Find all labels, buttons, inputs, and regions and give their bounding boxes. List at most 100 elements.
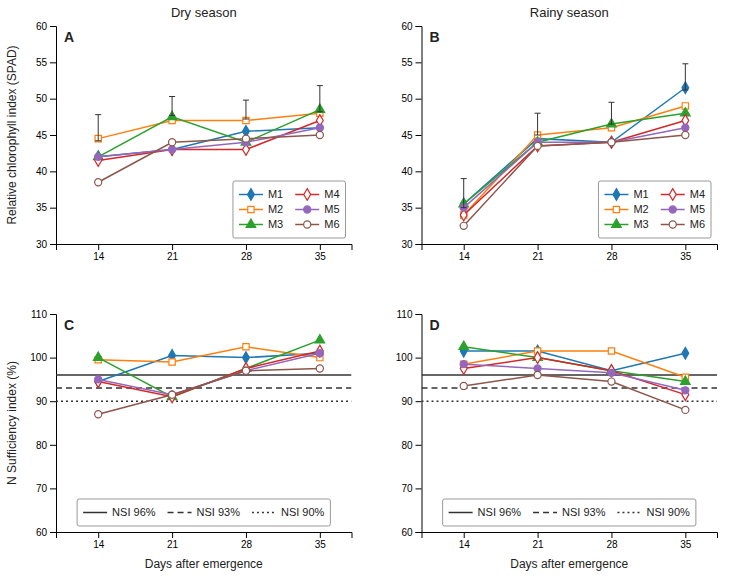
- point: [95, 153, 102, 160]
- x-axis-line: [422, 533, 718, 539]
- legend-entry: NSI 96%: [449, 506, 522, 518]
- point: [460, 222, 467, 229]
- chart-container: 1421283530354045505560Dry seasonARelativ…: [0, 0, 731, 576]
- legend-entry: M6: [295, 218, 339, 230]
- x-axis: 14212835: [57, 244, 353, 262]
- y-tick-mark: [416, 26, 422, 27]
- point: [459, 341, 469, 349]
- y-tick: 110: [31, 309, 56, 320]
- point: [534, 371, 541, 378]
- y-axis: 60708090100110: [30, 309, 56, 538]
- y-tick: 45: [36, 130, 56, 141]
- error-bar-cap: [95, 114, 101, 115]
- point: [316, 350, 323, 357]
- y-tick-mark: [50, 171, 56, 172]
- legend-line: [617, 512, 641, 514]
- error-bar: [243, 100, 249, 119]
- series-line: [98, 353, 320, 394]
- legend-handle: [661, 206, 685, 213]
- x-tick-label: 14: [93, 251, 105, 262]
- series: [95, 350, 324, 399]
- series-line: [98, 353, 320, 381]
- point: [95, 376, 102, 388]
- y-tick: 40: [36, 166, 56, 177]
- x-tick: 35: [680, 532, 692, 550]
- legend-marker: [669, 189, 676, 201]
- legend-label: M6: [324, 218, 339, 230]
- y-tick-mark: [50, 532, 56, 533]
- series: [95, 365, 324, 418]
- legend-handle: [168, 512, 192, 513]
- point: [169, 391, 176, 398]
- y-tick-label: 45: [401, 130, 413, 141]
- point: [95, 411, 102, 418]
- point: [681, 376, 691, 384]
- series: [93, 335, 324, 400]
- error-bar: [95, 115, 101, 141]
- x-tick: 21: [533, 244, 545, 262]
- point: [169, 391, 176, 403]
- point: [534, 352, 541, 364]
- x-axis-line: [57, 245, 353, 251]
- x-tick-label: 35: [315, 251, 327, 262]
- error-bar-cap: [243, 119, 249, 120]
- y-tick-mark: [416, 135, 422, 136]
- y-tick-mark: [416, 488, 422, 489]
- y-tick-mark: [50, 314, 56, 315]
- y-tick: 55: [401, 57, 421, 68]
- y-tick-label: 60: [401, 527, 413, 538]
- legend-label: M4: [324, 188, 339, 200]
- title: Rainy season: [530, 5, 609, 20]
- x-tick-mark: [172, 244, 173, 250]
- legend-entry: M3: [239, 218, 283, 230]
- y-tick: 35: [401, 202, 421, 213]
- reference-line: [56, 374, 352, 376]
- legend-label: NSI 96%: [112, 506, 156, 518]
- x-tick-mark: [685, 532, 686, 538]
- y-tick-label: 100: [30, 352, 47, 363]
- point: [461, 361, 467, 367]
- error-bar-stem: [463, 179, 464, 208]
- point: [608, 348, 614, 354]
- x-tick-label: 21: [167, 539, 179, 550]
- y-tick: 100: [30, 352, 56, 363]
- series-line: [98, 128, 320, 157]
- error-bar-cap: [608, 102, 614, 103]
- x-axis-title: Days after emergence: [510, 557, 628, 571]
- x-axis: 14212835: [57, 532, 353, 550]
- plot-area: [422, 341, 718, 413]
- y-tick: 100: [396, 352, 422, 363]
- x-tick-label: 35: [315, 539, 327, 550]
- x-axis: 14212835: [422, 244, 718, 262]
- x-tick: 35: [680, 244, 692, 262]
- x-axis-line: [422, 245, 718, 251]
- point: [534, 142, 541, 149]
- legend-entry: M2: [604, 203, 648, 215]
- point: [242, 367, 249, 374]
- error-bar: [535, 113, 541, 135]
- point: [316, 124, 323, 131]
- y-tick: 70: [401, 483, 421, 494]
- y-tick-mark: [50, 62, 56, 63]
- point: [93, 352, 103, 360]
- point: [460, 382, 467, 389]
- series-line: [464, 375, 686, 410]
- y-tick: 90: [401, 396, 421, 407]
- error-bar-stem: [537, 113, 538, 135]
- legend-entry: M4: [661, 188, 705, 200]
- y-tick-label: 70: [401, 483, 413, 494]
- y-axis: 30354045505560: [36, 21, 57, 250]
- y-tick-mark: [50, 244, 56, 245]
- y-tick: 90: [36, 396, 56, 407]
- point: [608, 136, 615, 148]
- point: [608, 139, 615, 146]
- x-tick-mark: [538, 244, 539, 250]
- legend-handle: [239, 206, 263, 212]
- x-tick-label: 28: [241, 251, 253, 262]
- error-bar: [317, 86, 323, 112]
- x-tick: 21: [533, 532, 545, 550]
- y-tick: 60: [36, 527, 56, 538]
- y-tick-label: 60: [401, 21, 413, 32]
- x-tick: 14: [93, 532, 105, 550]
- series-line: [98, 369, 320, 415]
